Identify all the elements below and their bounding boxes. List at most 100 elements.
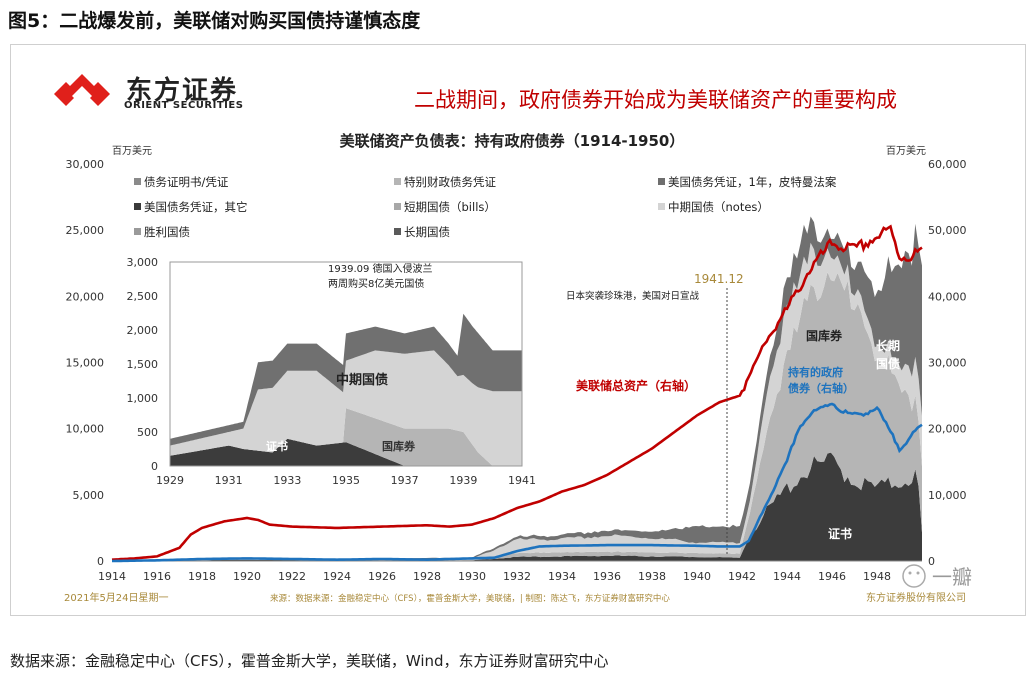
legend-swatch — [658, 178, 665, 185]
source-note: 数据来源：金融稳定中心（CFS），霍普金斯大学，美联储，Wind，东方证券财富研… — [10, 652, 609, 670]
y2-tick-label: 30,000 — [928, 357, 967, 370]
main-area-series-2 — [112, 242, 922, 562]
legend-swatch — [658, 203, 665, 210]
inset-x-tick-label: 1931 — [215, 474, 243, 487]
y2-tick-label: 20,000 — [928, 423, 967, 436]
y-tick-label: 30,000 — [66, 158, 105, 171]
x-tick-label: 1924 — [323, 570, 351, 583]
x-tick-label: 1944 — [773, 570, 801, 583]
y-tick-label: 5,000 — [73, 489, 105, 502]
y2-tick-label: 60,000 — [928, 158, 967, 171]
chart-headline: 二战期间，政府债券开始成为美联储资产的重要构成 — [414, 88, 897, 112]
inset-area-series-3 — [170, 313, 522, 446]
orient-securities-logo-icon — [54, 74, 110, 106]
inset-area-series-1 — [170, 408, 522, 466]
x-tick-label: 1948 — [863, 570, 891, 583]
inset-label-bills: 国库券 — [382, 439, 416, 453]
y2-tick-label: 0 — [928, 555, 935, 568]
legend-label: 胜利国债 — [144, 225, 190, 239]
inset-y-tick-label: 500 — [137, 426, 158, 439]
inset-y-tick-label: 3,000 — [127, 256, 159, 269]
inset-annotation-line1: 1939.09 德国入侵波兰 — [328, 262, 433, 275]
inset-y-tick-label: 1,000 — [127, 392, 159, 405]
watermark-icon — [902, 564, 926, 588]
line-series-0 — [111, 224, 923, 561]
x-tick-label: 1940 — [683, 570, 711, 583]
y-tick-label: 0 — [97, 555, 104, 568]
label-gov-bonds-2: 债券（右轴） — [788, 381, 854, 395]
label-long-bonds-1: 长期 — [876, 338, 900, 353]
inset-x-tick-label: 1939 — [449, 474, 477, 487]
inset-x-tick-label: 1933 — [273, 474, 301, 487]
x-tick-label: 1936 — [593, 570, 621, 583]
legend-label: 特别财政债务凭证 — [404, 175, 496, 189]
label-total-assets: 美联储总资产（右轴） — [576, 378, 696, 393]
y-tick-label: 20,000 — [66, 290, 105, 303]
x-tick-label: 1932 — [503, 570, 531, 583]
label-certificates: 证书 — [828, 526, 852, 541]
x-tick-label: 1938 — [638, 570, 666, 583]
legend-swatch — [134, 203, 141, 210]
x-tick-label: 1916 — [143, 570, 171, 583]
legend-label: 中期国债（notes） — [668, 200, 769, 214]
footer-company: 东方证券股份有限公司 — [866, 591, 966, 604]
legend-swatch — [134, 228, 141, 235]
label-treasury-bills: 国库券 — [806, 328, 843, 343]
legend-label: 债务证明书/凭证 — [144, 175, 229, 189]
main-plot-area: 0 5,000 10,000 15,000 20,000 25,000 30,000 0 10,… — [66, 158, 967, 583]
inset-y-tick-label: 2,500 — [127, 290, 159, 303]
legend-label: 美国债务凭证，其它 — [144, 200, 248, 214]
label-gov-bonds-1: 持有的政府 — [788, 365, 843, 379]
x-tick-label: 1922 — [278, 570, 306, 583]
x-tick-label: 1920 — [233, 570, 261, 583]
legend-label: 短期国债（bills） — [404, 200, 496, 214]
x-tick-label: 1914 — [98, 570, 126, 583]
logo-name-en: ORIENT SECURITIES — [124, 100, 244, 111]
right-axis-unit: 百万美元 — [886, 144, 926, 157]
inset-y-tick-label: 1,500 — [127, 358, 159, 371]
legend-swatch — [394, 228, 401, 235]
footer-date: 2021年5月24日星期一 — [64, 591, 169, 604]
inset-chart: 0 500 1,000 1,500 2,000 2,500 3,000 1929 1931 193… — [126, 250, 540, 496]
figure-title: 图5：二战爆发前，美联储对购买国债持谨慎态度 — [8, 10, 421, 32]
left-axis-unit: 百万美元 — [112, 144, 152, 157]
chart-title: 美联储资产负债表：持有政府债券（1914-1950） — [340, 132, 685, 150]
x-tick-label: 1942 — [728, 570, 756, 583]
annotation-pearl-harbor: 日本突袭珍珠港，美国对日宣战 — [566, 290, 700, 302]
label-long-bonds-2: 国债 — [876, 356, 900, 371]
inset-y-tick-label: 0 — [151, 460, 158, 473]
legend-label: 美国债务凭证，1年，皮特曼法案 — [668, 175, 837, 189]
inset-x-tick-label: 1935 — [332, 474, 360, 487]
y-tick-label: 10,000 — [66, 423, 105, 436]
y-tick-label: 25,000 — [66, 224, 105, 237]
inset-label-cert: 证书 — [266, 439, 288, 453]
chart-legend: 债务证明书/凭证 特别财政债务凭证 美国债务凭证，1年，皮特曼法案美国债务凭证，其它… — [134, 175, 837, 239]
inset-area-series-0 — [170, 438, 522, 466]
legend-label: 长期国债 — [404, 225, 450, 239]
y2-tick-label: 40,000 — [928, 290, 967, 303]
inset-y-tick-label: 2,000 — [127, 324, 159, 337]
annotation-1941-12: 1941.12 — [694, 272, 744, 286]
inset-label-notes: 中期国债 — [336, 372, 388, 388]
inset-x-tick-label: 1941 — [508, 474, 536, 487]
watermark-text: 一瓣 — [932, 565, 972, 589]
main-area-series-0 — [112, 452, 922, 561]
line-series-1 — [112, 402, 923, 563]
inset-area-series-2 — [170, 350, 522, 466]
x-tick-label: 1934 — [548, 570, 576, 583]
x-tick-label: 1946 — [818, 570, 846, 583]
x-tick-label: 1926 — [368, 570, 396, 583]
footer-source: 来源：数据来源：金融稳定中心（CFS），霍普金斯大学，美联储，| 制图：陈达飞，… — [270, 593, 670, 604]
inset-annotation-line2: 两周购买8亿美元国债 — [328, 277, 424, 290]
legend-swatch — [394, 203, 401, 210]
x-tick-label: 1928 — [413, 570, 441, 583]
legend-swatch — [134, 178, 141, 185]
inset-frame — [169, 261, 523, 467]
y-tick-label: 15,000 — [66, 357, 105, 370]
main-area-series-3 — [112, 216, 922, 561]
inset-x-tick-label: 1929 — [156, 474, 184, 487]
main-area-series-1 — [112, 272, 922, 561]
x-tick-label: 1918 — [188, 570, 216, 583]
legend-swatch — [394, 178, 401, 185]
